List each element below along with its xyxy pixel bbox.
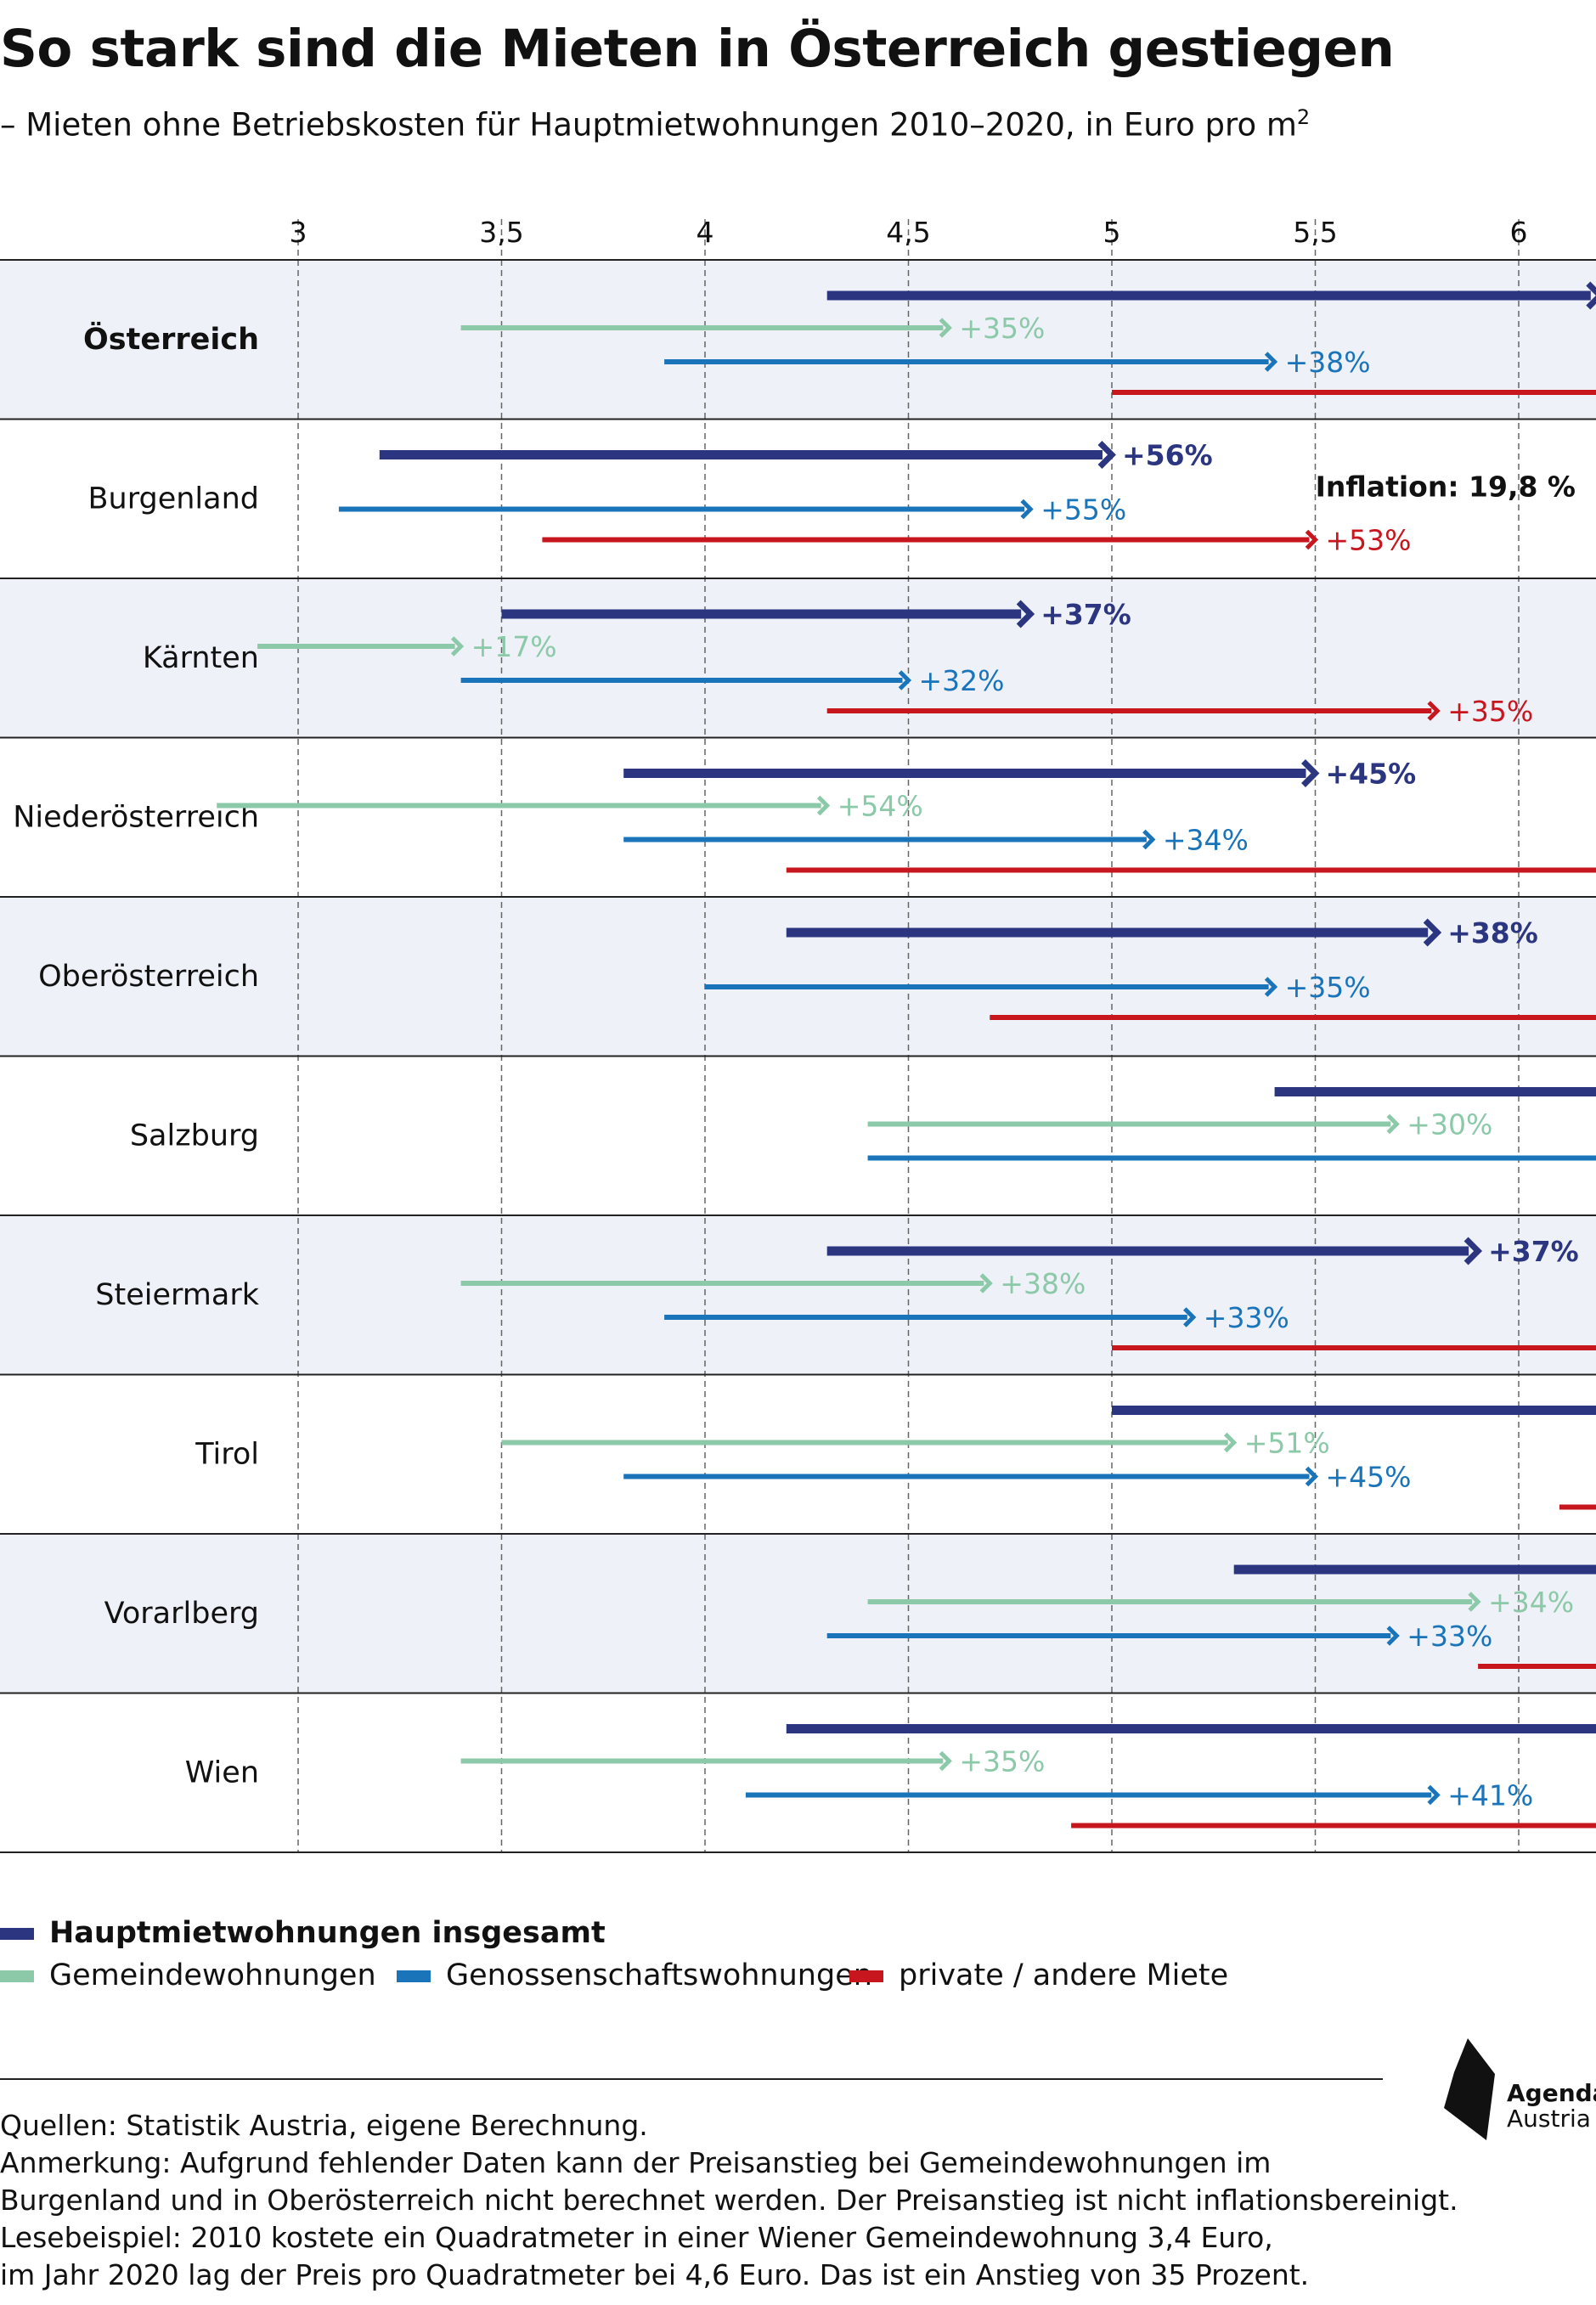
arrowhead-privat xyxy=(1427,701,1441,721)
arrowhead-gemeinde xyxy=(939,318,952,338)
region-label: Wien xyxy=(185,1756,259,1789)
logo-text-austria: Austria xyxy=(1507,2105,1591,2133)
region-band xyxy=(0,897,1596,1057)
region-label: Steiermark xyxy=(95,1278,259,1312)
legend-swatch-privat xyxy=(849,1970,883,1982)
arrowhead-gesamt xyxy=(1423,918,1442,947)
change-label-gesamt: +37% xyxy=(1488,1235,1579,1268)
change-label-gemeinde: +17% xyxy=(471,630,557,663)
change-label-gesamt: +56% xyxy=(1122,439,1213,472)
change-label-gemeinde: +35% xyxy=(959,312,1045,345)
change-label-gesamt: +37% xyxy=(1041,598,1131,631)
change-label-gesamt: +45% xyxy=(1326,758,1417,791)
note-line: Anmerkung: Aufgrund fehlender Daten kann… xyxy=(0,2146,1272,2179)
logo-text-agenda: Agenda xyxy=(1507,2079,1596,2107)
change-label-gemeinde: +30% xyxy=(1407,1108,1492,1141)
region-label: Burgenland xyxy=(88,482,259,516)
arrowhead-genossenschaft xyxy=(1427,1784,1441,1806)
region-label: Tirol xyxy=(195,1437,259,1471)
arrowhead-genossenschaft xyxy=(1183,1307,1197,1327)
change-label-genossenschaft: +55% xyxy=(1041,493,1126,527)
arrowhead-gemeinde xyxy=(939,1750,952,1772)
arrowhead-genossenschaft xyxy=(1264,977,1278,997)
subtitle-text: – Mieten ohne Betriebskosten für Hauptmi… xyxy=(0,106,1297,144)
change-label-genossenschaft: +32% xyxy=(919,664,1005,697)
region-label: Oberösterreich xyxy=(38,960,259,994)
logo-mark xyxy=(1444,2038,1495,2140)
change-label-gesamt: +38% xyxy=(1447,916,1538,950)
x-tick-label: 4,5 xyxy=(886,216,930,249)
region-label: Vorarlberg xyxy=(104,1597,259,1631)
arrowhead-gesamt xyxy=(1097,441,1116,469)
x-tick-label: 4 xyxy=(696,216,714,249)
arrowhead-gemeinde xyxy=(1223,1432,1238,1453)
arrowhead-genossenschaft xyxy=(1386,1626,1400,1646)
change-label-genossenschaft: +34% xyxy=(1163,824,1249,857)
arrowhead-genossenschaft xyxy=(1305,1466,1319,1487)
legend-label-gemeinde: Gemeindewohnungen xyxy=(49,1958,376,1992)
change-label-gemeinde: +35% xyxy=(959,1745,1045,1778)
change-label-genossenschaft: +45% xyxy=(1326,1461,1412,1494)
inflation-annotation: Inflation: 19,8 % xyxy=(1316,471,1576,504)
x-tick-label: 3 xyxy=(290,216,307,249)
reading-example-line: Lesebeispiel: 2010 kostete ein Quadratme… xyxy=(0,2221,1273,2254)
sources-line: Quellen: Statistik Austria, eigene Berec… xyxy=(0,2109,648,2142)
legend-label-gesamt: Hauptmietwohnungen insgesamt xyxy=(49,1916,606,1950)
change-label-gemeinde: +54% xyxy=(837,790,923,823)
arrowhead-gesamt xyxy=(1463,1237,1483,1265)
rent-range-chart: 33,544,555,566,577,588,59Österreich+44%+… xyxy=(0,216,1596,2080)
change-label-gemeinde: +51% xyxy=(1244,1427,1330,1460)
region-band xyxy=(0,1534,1596,1694)
agenda-austria-logo: Agenda Austria xyxy=(1444,2038,1596,2140)
change-label-genossenschaft: +41% xyxy=(1447,1779,1533,1812)
change-label-gemeinde: +34% xyxy=(1488,1586,1574,1619)
arrowhead-gemeinde xyxy=(979,1273,993,1293)
x-tick-label: 5 xyxy=(1103,216,1121,249)
arrowhead-privat xyxy=(1305,529,1319,550)
arrowhead-gesamt xyxy=(1301,759,1320,787)
sources-block: Quellen: Statistik Austria, eigene Berec… xyxy=(0,2107,1596,2294)
change-label-genossenschaft: +38% xyxy=(1285,346,1371,379)
legend-label-privat: private / andere Miete xyxy=(899,1958,1228,1992)
arrowhead-genossenschaft xyxy=(1264,352,1278,372)
legend-label-genossenschaft: Genossenschaftswohnungen xyxy=(446,1958,872,1992)
arrowhead-gesamt xyxy=(1586,281,1596,310)
note-line: Burgenland und in Oberösterreich nicht b… xyxy=(0,2184,1458,2217)
arrowhead-genossenschaft xyxy=(1020,499,1034,520)
x-tick-label: 6 xyxy=(1510,216,1528,249)
x-tick-label: 5,5 xyxy=(1293,216,1337,249)
arrowhead-gemeinde xyxy=(1468,1592,1481,1612)
arrowhead-gemeinde xyxy=(450,636,465,657)
change-label-gemeinde: +38% xyxy=(1000,1267,1086,1300)
legend-swatch-gesamt xyxy=(0,1928,34,1940)
region-label: Salzburg xyxy=(130,1119,259,1152)
chart-subtitle: – Mieten ohne Betriebskosten für Hauptmi… xyxy=(0,105,1310,143)
region-label: Österreich xyxy=(83,321,259,357)
legend-swatch-genossenschaft xyxy=(397,1970,431,1982)
change-label-genossenschaft: +33% xyxy=(1204,1301,1289,1334)
arrowhead-genossenschaft xyxy=(1142,829,1156,850)
subtitle-unit-superscript: 2 xyxy=(1296,105,1311,129)
change-label-genossenschaft: +33% xyxy=(1407,1620,1492,1653)
arrowhead-gemeinde xyxy=(816,795,831,816)
change-label-privat: +35% xyxy=(1447,695,1533,728)
chart-title: So stark sind die Mieten in Österreich g… xyxy=(0,19,1395,79)
reading-example-line: im Jahr 2020 lag der Preis pro Quadratme… xyxy=(0,2258,1310,2291)
arrowhead-gemeinde xyxy=(1386,1113,1400,1135)
legend-swatch-gemeinde xyxy=(0,1970,34,1982)
arrowhead-genossenschaft xyxy=(898,670,912,690)
region-label: Kärnten xyxy=(143,641,259,675)
change-label-genossenschaft: +35% xyxy=(1285,971,1371,1004)
arrowhead-gesamt xyxy=(1016,600,1035,628)
x-tick-label: 3,5 xyxy=(479,216,523,249)
change-label-privat: +53% xyxy=(1326,524,1412,557)
